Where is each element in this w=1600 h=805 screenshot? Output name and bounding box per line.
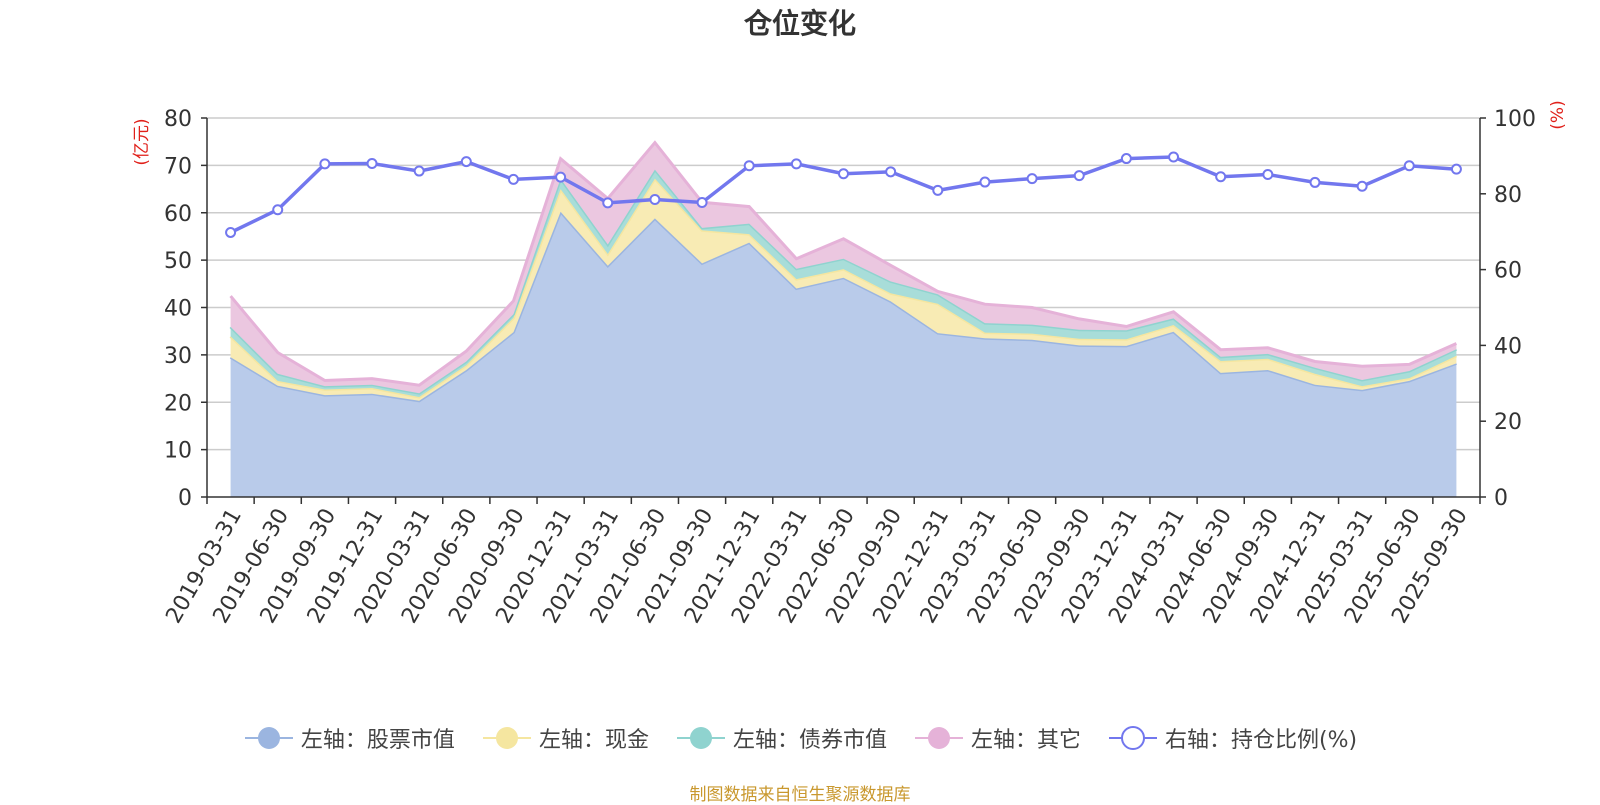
left-tick-label: 60 — [164, 202, 192, 227]
ratio-point[interactable] — [272, 204, 284, 216]
legend-label: 左轴：股票市值 — [300, 728, 455, 753]
legend-symbol-icon — [914, 727, 963, 749]
legend-symbol-icon — [482, 727, 531, 749]
chart-title: 仓位变化 — [743, 7, 856, 40]
legend: 左轴：股票市值 左轴：现金 左轴：债券市值 左轴：其它 右轴：持仓比例(%) — [0, 722, 1600, 754]
legend-symbol-icon — [244, 727, 293, 749]
left-tick-label: 10 — [164, 439, 192, 464]
ratio-point[interactable] — [225, 226, 237, 238]
legend-item[interactable]: 左轴：现金 — [481, 722, 649, 754]
left-tick-label: 70 — [164, 154, 192, 179]
right-tick-label: 0 — [1494, 486, 1508, 511]
legend-label: 左轴：债券市值 — [732, 728, 887, 753]
right-tick-label: 40 — [1494, 334, 1522, 359]
right-tick-label: 20 — [1494, 410, 1522, 435]
left-axis-unit: (亿元) — [132, 118, 152, 165]
ratio-point[interactable] — [743, 160, 755, 172]
stacked-areas — [229, 140, 1458, 498]
ratio-point[interactable] — [649, 193, 661, 205]
legend-label: 右轴：持仓比例(%) — [1164, 728, 1358, 753]
ratio-point[interactable] — [885, 166, 897, 178]
left-tick-label: 30 — [164, 344, 192, 369]
left-tick-label: 20 — [164, 391, 192, 416]
ratio-point[interactable] — [1403, 160, 1415, 172]
legend-label: 左轴：现金 — [538, 728, 649, 753]
legend-symbol-icon — [1108, 726, 1157, 750]
ratio-point[interactable] — [602, 197, 614, 209]
ratio-point[interactable] — [1026, 173, 1038, 185]
legend-item[interactable]: 左轴：债券市值 — [675, 722, 887, 754]
ratio-point[interactable] — [1120, 153, 1132, 165]
ratio-point[interactable] — [460, 156, 472, 168]
legend-item[interactable]: 左轴：其它 — [913, 722, 1081, 754]
ratio-point[interactable] — [366, 157, 378, 169]
ratio-point[interactable] — [413, 165, 425, 177]
ratio-point[interactable] — [1215, 171, 1227, 183]
position-ratio-series — [225, 151, 1462, 238]
legend-label: 左轴：其它 — [970, 728, 1081, 753]
ratio-point[interactable] — [555, 171, 567, 183]
legend-symbol-icon — [676, 727, 725, 749]
right-axis-unit: (%) — [1548, 100, 1568, 129]
ratio-point[interactable] — [1168, 151, 1180, 163]
ratio-point[interactable] — [1356, 180, 1368, 192]
left-tick-label: 50 — [164, 249, 192, 274]
area-edge-左轴：其它 — [229, 140, 1458, 387]
ratio-point[interactable] — [1309, 176, 1321, 188]
right-tick-label: 80 — [1494, 183, 1522, 208]
ratio-point[interactable] — [790, 158, 802, 170]
left-tick-label: 40 — [164, 297, 192, 322]
ratio-point[interactable] — [979, 176, 991, 188]
ratio-point[interactable] — [319, 158, 331, 170]
area-左轴：债券市值 — [230, 169, 1457, 397]
ratio-point[interactable] — [696, 197, 708, 209]
area-左轴：股票市值 — [230, 211, 1457, 498]
right-tick-label: 100 — [1494, 107, 1536, 132]
ratio-point[interactable] — [932, 184, 944, 196]
ratio-point[interactable] — [1450, 163, 1462, 175]
right-tick-label: 60 — [1494, 259, 1522, 284]
ratio-point[interactable] — [1262, 168, 1274, 180]
ratio-point[interactable] — [507, 173, 519, 185]
ratio-point[interactable] — [838, 168, 849, 180]
left-tick-label: 0 — [178, 486, 192, 511]
data-source-note: 制图数据来自恒生聚源数据库 — [689, 785, 911, 805]
legend-item[interactable]: 右轴：持仓比例(%) — [1107, 722, 1357, 754]
ratio-point[interactable] — [1073, 170, 1085, 182]
legend-item[interactable]: 左轴：股票市值 — [243, 722, 455, 754]
area-左轴：其它 — [230, 142, 1457, 394]
left-tick-label: 80 — [164, 107, 192, 132]
